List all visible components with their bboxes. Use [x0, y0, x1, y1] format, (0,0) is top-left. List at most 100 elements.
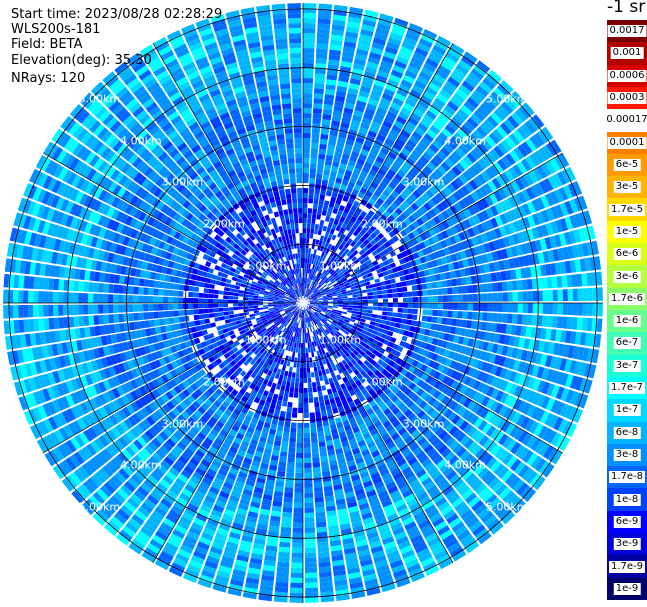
range-bin [148, 311, 154, 320]
range-bin [500, 172, 510, 185]
range-bin [314, 254, 319, 261]
range-bin [315, 58, 327, 65]
range-bin [322, 246, 328, 253]
range-bin [426, 175, 436, 185]
range-bin [307, 327, 310, 333]
range-bin [367, 209, 375, 218]
range-bin [476, 106, 490, 118]
range-bin [300, 352, 303, 358]
range-bin [430, 101, 443, 112]
range-bin [315, 53, 328, 60]
range-bin [428, 228, 437, 237]
range-bin [319, 235, 325, 242]
range-bin [327, 206, 334, 213]
range-bin [410, 279, 417, 285]
range-bin [303, 407, 309, 413]
range-bin [397, 307, 403, 313]
range-bin [482, 77, 496, 90]
range-bin [458, 210, 468, 221]
range-bin [367, 292, 373, 296]
range-bin [276, 399, 283, 406]
range-bin [432, 288, 438, 296]
range-bin [416, 226, 424, 235]
range-bin [304, 263, 307, 269]
range-bin [346, 250, 353, 257]
range-bin [452, 310, 458, 319]
range-bin [517, 303, 523, 313]
range-bin [410, 112, 422, 122]
range-bin [412, 51, 427, 62]
range-bin [319, 289, 325, 293]
range-bin [387, 36, 402, 46]
range-bin [378, 18, 393, 27]
range-bin [281, 380, 287, 387]
range-bin [374, 322, 381, 328]
range-bin [335, 214, 342, 221]
range-bin [291, 351, 296, 358]
range-bin [428, 143, 440, 154]
range-bin [496, 282, 503, 292]
range-bin [284, 421, 291, 428]
range-bin [308, 347, 311, 353]
range-bin [295, 457, 303, 463]
range-bin [561, 169, 572, 184]
range-bin [326, 292, 332, 296]
range-bin [407, 297, 413, 303]
range-bin [359, 170, 368, 178]
range-bin [391, 124, 402, 134]
range-bin [290, 427, 297, 433]
range-bin [493, 145, 505, 158]
range-bin [349, 247, 356, 254]
range-bin [303, 412, 310, 418]
range-bin [369, 125, 380, 134]
range-bin [363, 232, 370, 239]
range-bin [357, 191, 365, 199]
range-bin [357, 303, 363, 306]
range-bin [332, 306, 338, 309]
range-bin [508, 166, 519, 179]
range-bin [445, 218, 454, 228]
range-bin [314, 83, 325, 90]
range-bin [291, 547, 303, 553]
range-bin [441, 280, 448, 288]
range-bin [377, 151, 387, 160]
range-bin [412, 189, 422, 199]
range-bin [321, 410, 327, 417]
range-bin [298, 392, 303, 398]
range-bin [293, 512, 303, 518]
range-bin [305, 337, 308, 343]
range-bin [405, 121, 417, 131]
range-bin [436, 150, 447, 161]
range-bin [505, 136, 517, 149]
range-bin [397, 50, 412, 61]
range-bin [380, 281, 387, 286]
range-bin [422, 296, 428, 303]
range-bin [426, 246, 434, 254]
range-bin [481, 155, 493, 167]
range-bin [399, 165, 410, 175]
range-bin [326, 74, 338, 81]
range-bin [394, 92, 406, 102]
range-bin [471, 320, 478, 330]
range-bin [290, 382, 295, 388]
range-bin [279, 541, 291, 548]
range-bin [308, 198, 314, 204]
range-bin [277, 466, 286, 473]
range-bin [373, 189, 382, 198]
range-bin [430, 172, 440, 182]
range-bin [310, 158, 318, 164]
range-bin [531, 315, 538, 326]
range-bin [293, 497, 303, 503]
range-bin [571, 274, 578, 287]
range-bin [343, 262, 350, 269]
range-bin [415, 208, 424, 217]
range-bin [410, 202, 419, 211]
range-bin [382, 120, 393, 129]
range-bin [312, 113, 322, 119]
range-bin [428, 208, 437, 218]
range-bin [487, 312, 493, 322]
range-bin [373, 177, 382, 186]
range-bin [511, 280, 518, 291]
range-bin [407, 205, 416, 215]
range-bin [277, 420, 285, 427]
